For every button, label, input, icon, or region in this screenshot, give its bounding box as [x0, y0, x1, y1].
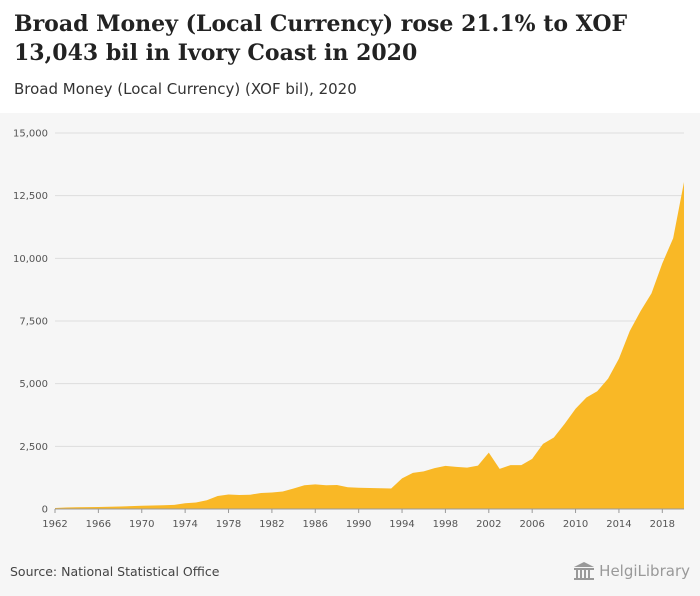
x-tick-label: 1990 — [346, 519, 371, 530]
library-icon — [574, 562, 595, 580]
x-tick-label: 2006 — [519, 519, 544, 530]
broad-money-area — [55, 182, 684, 509]
y-tick-label: 12,500 — [13, 191, 48, 202]
grid-lines — [55, 132, 684, 510]
y-tick-label: 15,000 — [13, 129, 48, 140]
brand-logo: HelgiLibrary — [573, 560, 690, 582]
brand-name: HelgiLibrary — [599, 562, 690, 580]
data-area — [55, 182, 684, 509]
y-tick-label: 10,000 — [13, 254, 48, 265]
x-tick-label: 1994 — [389, 519, 414, 530]
chart-footer: Source: National Statistical Office Helg… — [0, 550, 700, 596]
x-tick-label: 2010 — [563, 519, 588, 530]
y-tick-label: 2,500 — [19, 442, 48, 453]
x-tick-label: 1982 — [259, 519, 284, 530]
y-tick-label: 5,000 — [19, 379, 48, 390]
x-tick-label: 1962 — [42, 519, 67, 530]
source-note: Source: National Statistical Office — [10, 564, 220, 579]
x-tick-label: 1978 — [216, 519, 241, 530]
y-tick-label: 7,500 — [19, 317, 48, 328]
x-tick-label: 1970 — [129, 519, 154, 530]
y-axis: 0 2,500 5,000 7,500 10,000 12,500 15,000 — [13, 129, 48, 516]
chart-area: 0 2,500 5,000 7,500 10,000 12,500 15,000 1962 1… — [0, 113, 700, 550]
x-tick-label: 1998 — [433, 519, 458, 530]
x-tick-label: 1966 — [86, 519, 111, 530]
x-tick-label: 1986 — [303, 519, 328, 530]
x-tick-label: 1974 — [172, 519, 197, 530]
y-tick-label: 0 — [42, 505, 48, 516]
x-axis: 1962 1966 1970 1974 1978 1982 1986 1990 1994 1998… — [42, 508, 684, 530]
chart-subtitle: Broad Money (Local Currency) (XOF bil), … — [14, 80, 357, 98]
x-tick-label: 2018 — [650, 519, 675, 530]
chart-header: Broad Money (Local Currency) rose 21.1% … — [0, 0, 700, 113]
x-tick-label: 2002 — [476, 519, 501, 530]
x-tick-label: 2014 — [606, 519, 631, 530]
chart-title: Broad Money (Local Currency) rose 21.1% … — [14, 11, 628, 66]
